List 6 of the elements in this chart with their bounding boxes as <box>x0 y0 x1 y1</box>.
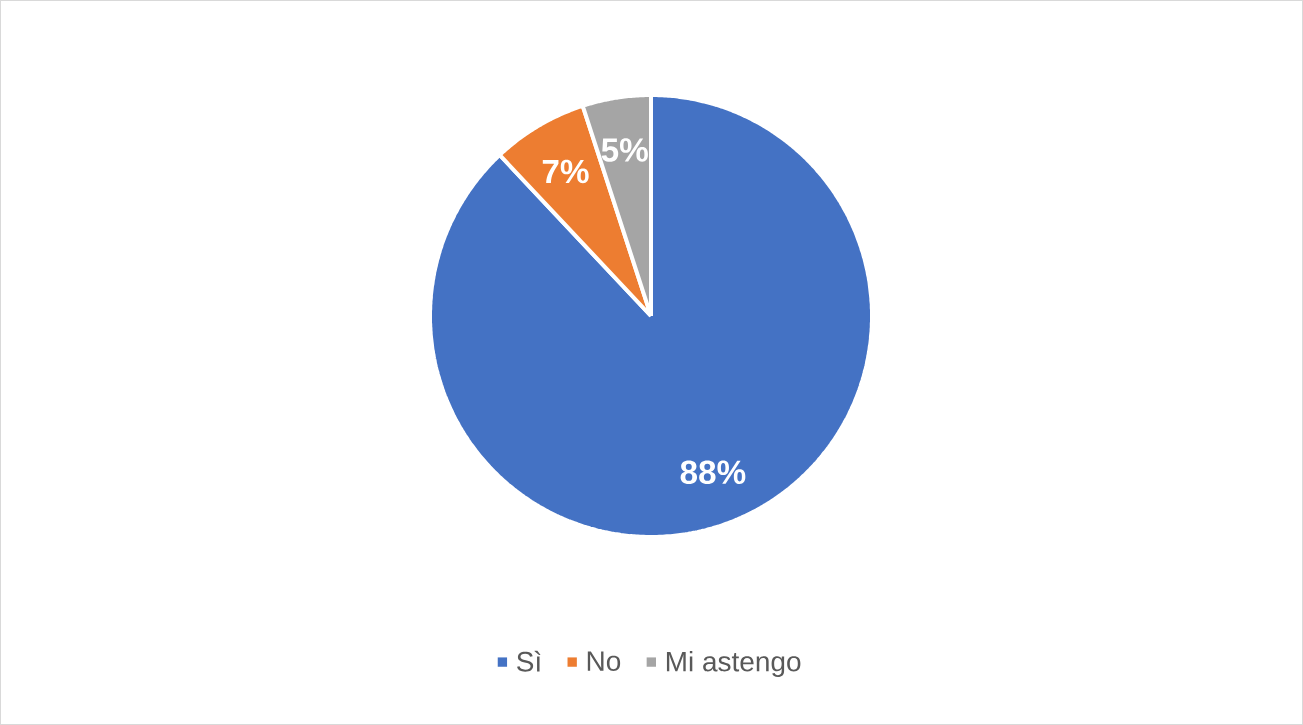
legend-label: Sì <box>517 650 541 672</box>
legend-label: No <box>587 651 621 671</box>
data-label: 7% <box>542 159 589 184</box>
data-label: 5% <box>601 138 648 162</box>
data-label: 88% <box>680 460 746 485</box>
legend-label: Mi astengo <box>666 650 801 678</box>
